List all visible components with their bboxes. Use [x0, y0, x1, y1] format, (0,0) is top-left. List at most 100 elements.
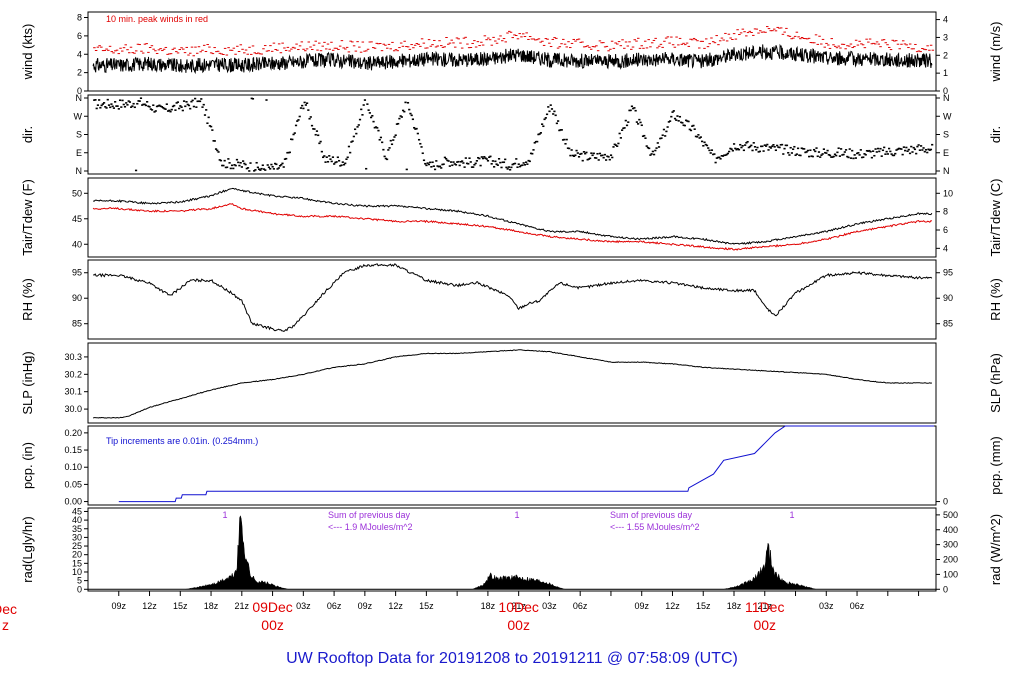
direction-point: [593, 157, 597, 159]
y-axis-title-right: Tair/Tdew (C): [988, 178, 1003, 256]
direction-point: [640, 124, 643, 127]
direction-point: [137, 100, 140, 102]
direction-point: [382, 148, 385, 151]
direction-point: [242, 160, 245, 162]
direction-point: [910, 145, 913, 148]
direction-point: [107, 104, 111, 106]
y-tick-label: 0.10: [64, 462, 82, 472]
daily-sum-note: Sum of previous day: [328, 510, 411, 520]
direction-point: [874, 148, 877, 150]
direction-point: [339, 165, 342, 167]
direction-point: [233, 164, 236, 166]
y-tick-label-right: 0: [943, 497, 948, 507]
direction-point: [336, 156, 339, 159]
y-tick-label: 35: [72, 524, 82, 534]
direction-point: [171, 105, 175, 108]
y-tick-label-right: 4: [943, 15, 948, 25]
direction-point: [543, 118, 546, 121]
direction-point: [592, 152, 595, 155]
y-tick-label: 0.20: [64, 428, 82, 438]
direction-point: [693, 128, 696, 130]
direction-point: [176, 101, 179, 103]
direction-point: [369, 116, 373, 119]
direction-point: [182, 100, 186, 102]
direction-point: [372, 120, 375, 123]
direction-point: [886, 153, 889, 155]
direction-point: [96, 104, 100, 106]
direction-point: [230, 164, 234, 167]
direction-point: [246, 167, 250, 169]
direction-point: [226, 166, 229, 169]
panel-frame: [87, 259, 937, 340]
direction-point: [414, 128, 417, 130]
direction-point: [796, 147, 800, 150]
direction-point: [159, 105, 162, 108]
direction-point: [748, 145, 752, 148]
panel-frame: [87, 507, 937, 592]
direction-point: [528, 160, 531, 163]
direction-point: [720, 154, 723, 157]
y-tick-label-right: 500: [943, 510, 958, 520]
direction-point: [520, 164, 523, 167]
direction-point: [830, 156, 833, 158]
direction-point: [835, 154, 838, 157]
direction-point: [301, 104, 304, 107]
direction-point: [133, 106, 136, 109]
direction-point: [767, 149, 770, 151]
y-tick-label: 30.1: [64, 387, 82, 397]
direction-point: [187, 104, 191, 107]
direction-point: [763, 144, 766, 146]
direction-point: [271, 165, 274, 168]
direction-point: [110, 103, 113, 105]
direction-point: [191, 99, 194, 102]
direction-point: [809, 149, 812, 152]
direction-point: [736, 148, 739, 150]
direction-point: [165, 103, 168, 105]
direction-point: [867, 150, 870, 152]
direction-point: [582, 151, 586, 153]
direction-point: [121, 99, 124, 102]
direction-point: [622, 127, 625, 130]
direction-point: [98, 99, 101, 101]
direction-point: [244, 163, 247, 166]
y-tick-label-right: 0: [943, 86, 948, 96]
direction-point: [808, 155, 811, 158]
direction-point: [371, 114, 374, 117]
direction-point: [646, 146, 650, 149]
direction-point: [302, 107, 305, 110]
direction-point: [506, 168, 509, 170]
direction-point: [228, 162, 231, 164]
direction-point: [94, 99, 97, 101]
direction-point: [313, 128, 316, 130]
direction-point: [570, 149, 573, 151]
direction-point: [648, 147, 651, 150]
direction-point: [356, 126, 359, 128]
direction-point: [872, 150, 875, 152]
day-label: 00z: [261, 617, 284, 633]
direction-point: [747, 146, 750, 149]
direction-point: [190, 100, 193, 103]
direction-point: [491, 160, 494, 162]
direction-point: [422, 159, 426, 162]
y-tick-label: 0.15: [64, 445, 82, 455]
direction-point: [174, 109, 177, 111]
direction-point: [852, 157, 855, 160]
direction-point: [331, 156, 335, 158]
direction-point: [510, 166, 513, 169]
direction-point: [426, 162, 429, 164]
direction-point: [378, 138, 381, 141]
direction-point: [293, 132, 296, 134]
direction-point: [155, 105, 159, 108]
direction-point: [411, 118, 415, 121]
y-tick-label-right: 1: [943, 68, 948, 78]
direction-point: [438, 165, 442, 168]
direction-point: [826, 149, 829, 152]
direction-point: [677, 120, 680, 122]
direction-point: [757, 151, 760, 153]
direction-point: [697, 134, 700, 136]
direction-point: [672, 110, 675, 112]
direction-point: [495, 163, 498, 165]
y-tick-label: 45: [72, 506, 82, 516]
direction-point: [566, 147, 570, 149]
